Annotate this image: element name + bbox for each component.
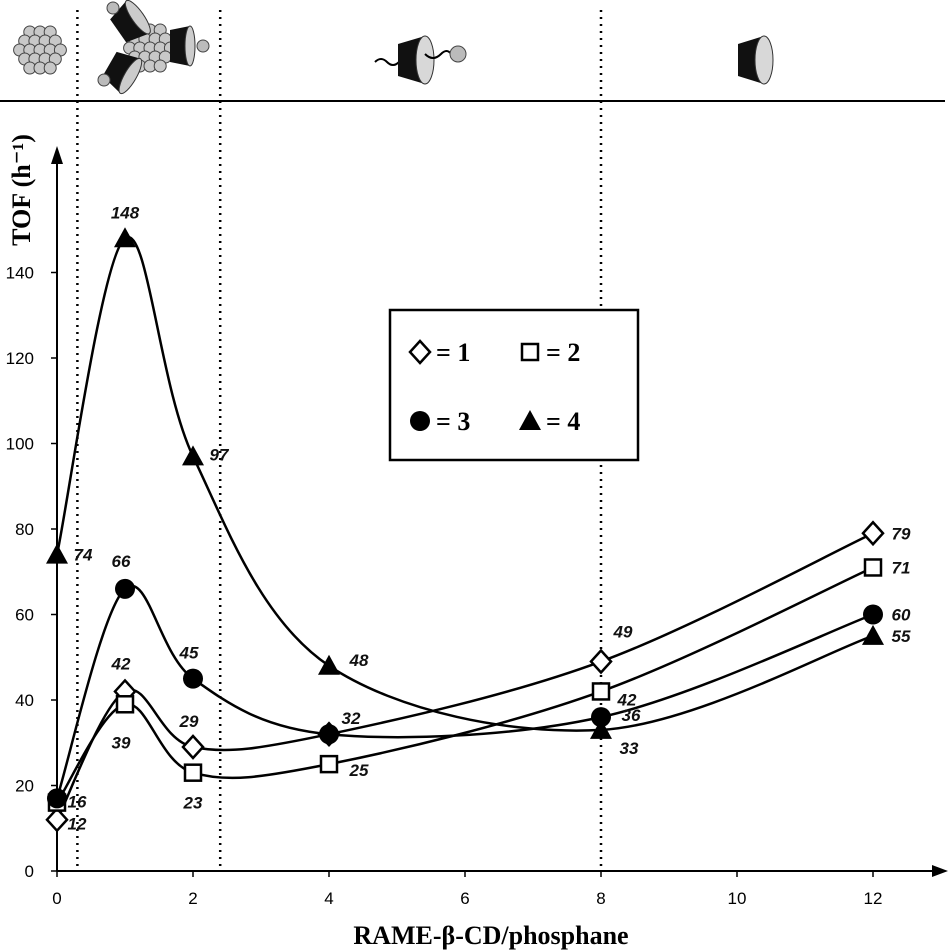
series-4-data-label: 148 bbox=[111, 203, 140, 222]
series-4-line bbox=[55, 235, 874, 732]
legend-symbol-3 bbox=[410, 411, 430, 431]
cyclodextrin-phosphane-icon bbox=[374, 35, 467, 85]
series-2-data-label: 39 bbox=[112, 733, 131, 752]
y-axis-title: TOF (h⁻¹) bbox=[7, 134, 36, 246]
series-3-point bbox=[591, 707, 611, 728]
legend-symbol-1 bbox=[408, 339, 432, 365]
series-1-point bbox=[181, 734, 205, 760]
axes: 0 2 4 6 8 10 12 0 20 40 60 80 100 120 140 bbox=[6, 146, 948, 908]
y-tick-label: 120 bbox=[6, 349, 34, 368]
series-2-line bbox=[55, 566, 874, 804]
y-tick-label: 80 bbox=[15, 520, 34, 539]
series-markers bbox=[45, 227, 885, 833]
series-2-point bbox=[183, 763, 203, 782]
series-4-data-label: 55 bbox=[892, 627, 911, 646]
series-4-point bbox=[114, 227, 136, 248]
series-1-data-label: 12 bbox=[68, 815, 87, 834]
series-2-data-label: 23 bbox=[183, 794, 203, 813]
series-3-data-label: 45 bbox=[179, 644, 199, 663]
legend-label-1: = 1 bbox=[436, 338, 470, 367]
series-4-point bbox=[318, 654, 340, 675]
series-2-data-label: 42 bbox=[617, 690, 637, 709]
series-3-point bbox=[115, 578, 135, 599]
y-axis-arrow bbox=[51, 146, 63, 164]
series-4-point bbox=[46, 543, 68, 564]
legend-label-4: = 4 bbox=[546, 407, 580, 436]
series-1-data-label: 79 bbox=[892, 524, 911, 543]
x-tick-label: 10 bbox=[728, 889, 747, 908]
series-4-data-label: 97 bbox=[210, 445, 230, 464]
series-4-data-label: 74 bbox=[74, 546, 93, 565]
x-tick-label: 12 bbox=[864, 889, 883, 908]
series-1-point bbox=[45, 806, 69, 833]
x-tick-label: 6 bbox=[460, 889, 469, 908]
series-4-point bbox=[590, 718, 612, 739]
series-3-point bbox=[183, 668, 203, 689]
y-tick-label: 100 bbox=[6, 435, 34, 454]
x-tick-label: 8 bbox=[596, 889, 605, 908]
series-1-data-label: 42 bbox=[111, 654, 131, 673]
series-2-point bbox=[863, 558, 883, 577]
y-tick-label: 20 bbox=[15, 777, 34, 796]
nanoparticle-cluster-icon bbox=[13, 25, 67, 75]
x-ticks: 0 2 4 6 8 10 12 bbox=[52, 871, 882, 908]
y-tick-label: 0 bbox=[25, 862, 34, 881]
legend-symbol-4 bbox=[519, 410, 541, 430]
series-1-data-label: 29 bbox=[179, 712, 199, 731]
legend-label-3: = 3 bbox=[436, 407, 470, 436]
series-1-data-label: 32 bbox=[342, 709, 361, 728]
x-tick-label: 4 bbox=[324, 889, 333, 908]
x-axis-title: RAME-β-CD/phosphane bbox=[353, 921, 628, 950]
cyclodextrin-nanoparticle-icon bbox=[97, 0, 210, 95]
y-ticks: 0 20 40 60 80 100 120 140 bbox=[6, 264, 57, 881]
series-3-data-label: 36 bbox=[622, 706, 641, 725]
series-4-data-label: 48 bbox=[349, 651, 369, 670]
series-4-point bbox=[862, 624, 884, 645]
y-tick-label: 40 bbox=[15, 691, 34, 710]
legend-label-2: = 2 bbox=[546, 338, 580, 367]
y-tick-label: 60 bbox=[15, 606, 34, 625]
series-3-point bbox=[47, 788, 67, 809]
series-1-data-label: 49 bbox=[613, 623, 633, 642]
series-1-point bbox=[589, 648, 613, 675]
series-2-point bbox=[591, 682, 611, 701]
x-tick-label: 0 bbox=[52, 889, 61, 908]
series-3-data-label: 60 bbox=[892, 606, 911, 625]
series-2-point bbox=[115, 695, 135, 714]
series-3-point bbox=[319, 724, 339, 745]
legend-symbol-2 bbox=[520, 342, 540, 362]
legend: = 1 = 2 = 3 = 4 bbox=[388, 308, 640, 462]
series-2-data-label: 25 bbox=[349, 761, 369, 780]
series-4-point bbox=[182, 445, 204, 466]
series-2-point bbox=[319, 754, 339, 774]
cyclodextrin-icon bbox=[738, 35, 774, 85]
series-2-data-label: 16 bbox=[68, 793, 87, 812]
x-axis-arrow bbox=[932, 865, 948, 877]
series-1-line bbox=[55, 532, 874, 821]
series-3-point bbox=[863, 604, 883, 625]
x-tick-label: 2 bbox=[188, 889, 197, 908]
series-2-data-label: 71 bbox=[892, 558, 911, 577]
series-3-line bbox=[55, 584, 874, 799]
schematic-band bbox=[0, 0, 945, 102]
series-4-data-label: 33 bbox=[620, 739, 639, 758]
legend-box bbox=[388, 308, 640, 462]
series-3-data-label: 66 bbox=[112, 552, 131, 571]
series-1-point bbox=[861, 520, 885, 547]
data-labels: 12 42 29 32 49 79 16 39 23 25 42 71 66 45 36 60 74 148 97 4… bbox=[68, 203, 911, 833]
y-tick-label: 140 bbox=[6, 264, 34, 283]
